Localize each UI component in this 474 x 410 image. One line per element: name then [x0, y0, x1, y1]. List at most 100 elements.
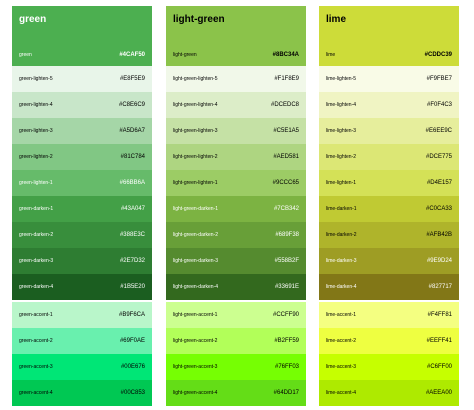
color-swatch[interactable]: light-green-lighten-1 #9CCC65 [166, 170, 306, 196]
color-swatch[interactable]: light-green-lighten-5 #F1F8E9 [166, 66, 306, 92]
color-swatch[interactable]: light-green-darken-3 #558B2F [166, 248, 306, 274]
swatch-hex[interactable]: #F9FBE7 [426, 76, 452, 82]
color-swatch[interactable]: lime-lighten-4 #F0F4C3 [319, 92, 459, 118]
swatch-hex[interactable]: #9CCC65 [272, 180, 299, 186]
swatch-hex[interactable]: #827717 [428, 284, 452, 290]
swatch-hex[interactable]: #388E3C [119, 232, 145, 238]
swatch-hex[interactable]: #AED581 [273, 154, 299, 160]
color-swatch[interactable]: lime-lighten-2 #DCE775 [319, 144, 459, 170]
palette-header[interactable]: lime lime #CDDC39 [319, 6, 459, 66]
palette-title: green [19, 14, 47, 25]
color-swatch[interactable]: lime-darken-1 #C0CA33 [319, 196, 459, 222]
swatch-name: lime-darken-4 [326, 284, 357, 290]
palette-header[interactable]: light-green light-green #8BC34A [166, 6, 306, 66]
swatch-hex[interactable]: #E6EE9C [425, 128, 452, 134]
color-swatch[interactable]: green-accent-2 #69F0AE [12, 328, 152, 354]
color-swatch[interactable]: lime-lighten-5 #F9FBE7 [319, 66, 459, 92]
palette-base-row: lime #CDDC39 [326, 52, 452, 58]
swatch-name: light-green-accent-1 [173, 312, 218, 318]
swatch-hex[interactable]: #AFB42B [426, 232, 452, 238]
swatch-hex[interactable]: #F4FF81 [427, 312, 452, 318]
swatch-hex[interactable]: #DCE775 [425, 154, 452, 160]
swatch-hex[interactable]: #558B2F [274, 258, 299, 264]
color-swatch[interactable]: lime-accent-3 #C6FF00 [319, 354, 459, 380]
color-swatch[interactable]: green-darken-1 #43A047 [12, 196, 152, 222]
palette-header[interactable]: green green #4CAF50 [12, 6, 152, 66]
swatch-hex[interactable]: #00E676 [120, 364, 145, 370]
color-swatch[interactable]: light-green-darken-1 #7CB342 [166, 196, 306, 222]
base-color-hex[interactable]: #8BC34A [272, 52, 299, 58]
color-swatch[interactable]: light-green-lighten-4 #DCEDC8 [166, 92, 306, 118]
swatch-hex[interactable]: #D4E157 [426, 180, 452, 186]
swatch-hex[interactable]: #DCEDC8 [270, 102, 299, 108]
swatch-hex[interactable]: #C5E1A5 [273, 128, 299, 134]
color-swatch[interactable]: lime-accent-4 #AEEA00 [319, 380, 459, 406]
base-color-hex[interactable]: #4CAF50 [119, 52, 145, 58]
color-swatch[interactable]: green-lighten-2 #81C784 [12, 144, 152, 170]
color-swatch[interactable]: light-green-accent-4 #64DD17 [166, 380, 306, 406]
color-swatch[interactable]: green-accent-4 #00C853 [12, 380, 152, 406]
swatch-hex[interactable]: #C0CA33 [425, 206, 452, 212]
color-swatch[interactable]: green-lighten-4 #C8E6C9 [12, 92, 152, 118]
color-swatch[interactable]: light-green-accent-2 #B2FF59 [166, 328, 306, 354]
palette-title: lime [326, 14, 347, 25]
swatch-hex[interactable]: #64DD17 [273, 390, 299, 396]
color-swatch[interactable]: green-darken-2 #388E3C [12, 222, 152, 248]
swatch-hex[interactable]: #CCFF90 [272, 312, 299, 318]
swatch-hex[interactable]: #43A047 [120, 206, 145, 212]
color-swatch[interactable]: green-accent-3 #00E676 [12, 354, 152, 380]
color-swatch[interactable]: green-lighten-3 #A5D6A7 [12, 118, 152, 144]
swatch-hex[interactable]: #B2FF59 [274, 338, 299, 344]
color-swatch[interactable]: lime-accent-2 #EEFF41 [319, 328, 459, 354]
swatch-hex[interactable]: #C6FF00 [426, 364, 452, 370]
color-swatch[interactable]: lime-accent-1 #F4FF81 [319, 302, 459, 328]
swatch-hex[interactable]: #7CB342 [273, 206, 299, 212]
color-swatch[interactable]: green-lighten-5 #E8F5E9 [12, 66, 152, 92]
swatch-hex[interactable]: #B9F6CA [118, 312, 145, 318]
swatch-hex[interactable]: #F0F4C3 [426, 102, 452, 108]
swatch-hex[interactable]: #689F38 [275, 232, 299, 238]
swatch-hex[interactable]: #1B5E20 [120, 284, 145, 290]
color-swatch[interactable]: light-green-darken-4 #33691E [166, 274, 306, 300]
swatch-hex[interactable]: #AEEA00 [425, 390, 452, 396]
color-swatch[interactable]: light-green-lighten-3 #C5E1A5 [166, 118, 306, 144]
swatch-name: light-green-darken-1 [173, 206, 219, 212]
color-swatch[interactable]: lime-darken-4 #827717 [319, 274, 459, 300]
color-swatch[interactable]: light-green-accent-1 #CCFF90 [166, 302, 306, 328]
palette-base-row: light-green #8BC34A [173, 52, 299, 58]
swatch-hex[interactable]: #E8F5E9 [119, 76, 145, 82]
swatch-hex[interactable]: #A5D6A7 [119, 128, 145, 134]
color-swatch[interactable]: lime-darken-2 #AFB42B [319, 222, 459, 248]
color-swatch[interactable]: light-green-lighten-2 #AED581 [166, 144, 306, 170]
color-swatch[interactable]: green-lighten-1 #66BB6A [12, 170, 152, 196]
swatch-hex[interactable]: #33691E [274, 284, 299, 290]
color-swatch[interactable]: light-green-darken-2 #689F38 [166, 222, 306, 248]
color-swatch[interactable]: lime-lighten-3 #E6EE9C [319, 118, 459, 144]
swatch-hex[interactable]: #66BB6A [119, 180, 145, 186]
swatch-name: light-green-accent-2 [173, 338, 218, 344]
swatch-hex[interactable]: #9E9D24 [426, 258, 452, 264]
color-swatch[interactable]: lime-darken-3 #9E9D24 [319, 248, 459, 274]
color-swatch[interactable]: green-darken-4 #1B5E20 [12, 274, 152, 300]
swatch-name: light-green-darken-4 [173, 284, 219, 290]
swatch-hex[interactable]: #EEFF41 [426, 338, 452, 344]
swatch-hex[interactable]: #00C853 [120, 390, 145, 396]
swatch-name: lime-lighten-1 [326, 180, 357, 186]
swatch-hex[interactable]: #76FF03 [274, 364, 299, 370]
color-swatch[interactable]: green-darken-3 #2E7D32 [12, 248, 152, 274]
swatch-name: green-darken-3 [19, 258, 54, 264]
color-swatch[interactable]: green-accent-1 #B9F6CA [12, 302, 152, 328]
swatch-name: light-green-darken-2 [173, 232, 219, 238]
swatch-hex[interactable]: #81C784 [120, 154, 145, 160]
swatch-name: green-accent-1 [19, 312, 53, 318]
swatch-name: light-green-lighten-5 [173, 76, 218, 82]
color-swatch[interactable]: lime-lighten-1 #D4E157 [319, 170, 459, 196]
swatch-name: light-green-lighten-3 [173, 128, 218, 134]
swatch-hex[interactable]: #F1F8E9 [274, 76, 299, 82]
swatch-hex[interactable]: #2E7D32 [119, 258, 145, 264]
swatch-name: light-green-lighten-1 [173, 180, 218, 186]
swatch-hex[interactable]: #69F0AE [119, 338, 145, 344]
swatch-hex[interactable]: #C8E6C9 [118, 102, 145, 108]
color-swatch[interactable]: light-green-accent-3 #76FF03 [166, 354, 306, 380]
base-color-hex[interactable]: #CDDC39 [424, 52, 452, 58]
